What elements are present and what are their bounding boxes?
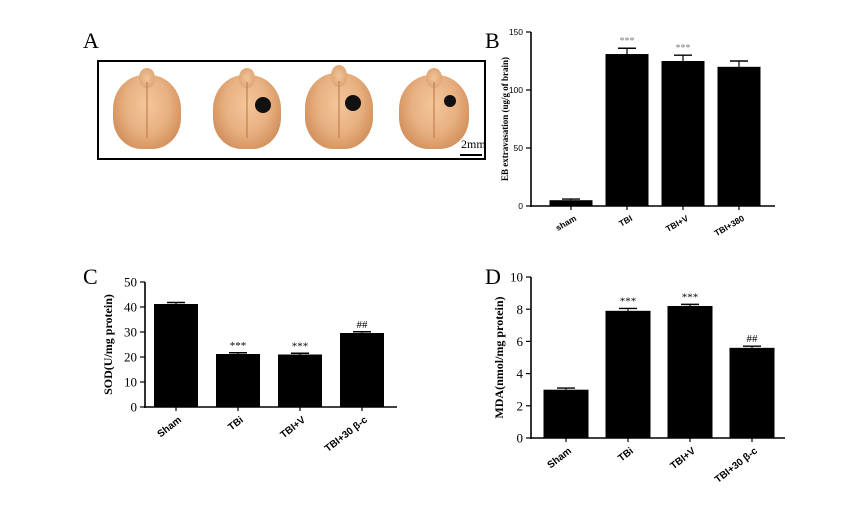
- injury-spot-icon: [345, 95, 361, 111]
- chart-c-significance-label: ***: [292, 340, 309, 352]
- chart-c-bar: [154, 304, 198, 407]
- injury-spot-icon: [255, 97, 271, 113]
- chart-b-category-label: TBI: [617, 213, 634, 229]
- chart-d-bar: [543, 389, 589, 438]
- chart-c-y-axis-label: SOD(U/mg protein): [101, 294, 115, 395]
- chart-b-y-axis-label: EB extravasation (ug/g of brain): [500, 57, 510, 181]
- chart-d-y-tick-label: 6: [517, 334, 524, 349]
- chart-c-y-tick-label: 50: [124, 275, 137, 290]
- panel-letter-b: B: [485, 28, 500, 53]
- chart-d-bar: [605, 310, 651, 438]
- chart-b-category-label: sham: [554, 213, 579, 233]
- chart-d-category-label: TBI+V: [669, 445, 699, 471]
- chart-c-category-label: Sham: [156, 415, 184, 441]
- chart-c-y-tick-label: 20: [124, 350, 137, 365]
- chart-c-category-label: TBI+30 β-c: [323, 414, 370, 454]
- chart-c-y-tick-label: 30: [124, 325, 137, 340]
- chart-b-y-tick-label: 100: [509, 85, 523, 95]
- panel-letter-d: D: [485, 264, 501, 289]
- chart-d-bar: [667, 305, 713, 438]
- chart-b-y-tick-label: 150: [509, 27, 523, 37]
- chart-c-y-tick-label: 40: [124, 300, 137, 315]
- chart-d-significance-label: ##: [747, 333, 759, 345]
- chart-c-category-label: TBI+V: [279, 414, 309, 440]
- chart-b-bar: [717, 66, 761, 206]
- scale-bar: [460, 154, 482, 156]
- chart-c-significance-label: ##: [357, 319, 369, 331]
- chart-d-y-axis-label: MDA(nmol/mg protein): [492, 296, 506, 418]
- brain-image-tbi-v: [305, 65, 373, 149]
- chart-d-y-tick-label: 4: [517, 366, 524, 381]
- chart-d-category-label: Sham: [546, 446, 574, 472]
- panel-letter-a: A: [83, 28, 99, 53]
- panel-letter-c: C: [83, 264, 98, 289]
- chart-d-y-tick-label: 8: [517, 302, 524, 317]
- brain-image-tbi-380: [399, 67, 469, 149]
- brain-photo-panel: [97, 60, 486, 160]
- chart-b-bar: [605, 54, 649, 206]
- injury-spot-icon: [444, 95, 456, 107]
- chart-b-bar: [549, 200, 593, 206]
- chart-d-y-tick-label: 2: [517, 398, 524, 413]
- chart-d-y-tick-label: 10: [510, 270, 523, 285]
- chart-d-category-label: TBi: [616, 446, 636, 465]
- chart-d-category-label: TBI+30 β-c: [713, 445, 760, 485]
- chart-b-category-label: TBI+380: [713, 213, 747, 238]
- brain-image-sham: [113, 67, 181, 149]
- chart-b-bar: [661, 61, 705, 206]
- chart-d-bar: [729, 347, 775, 438]
- chart-b-significance-label: ***: [676, 43, 691, 54]
- chart-c-category-label: TBi: [226, 415, 246, 434]
- chart-d-significance-label: ***: [620, 295, 637, 307]
- chart-b-category-label: TBI+V: [664, 213, 690, 234]
- chart-c-bar: [340, 333, 384, 407]
- chart-d-y-tick-label: 0: [517, 431, 524, 446]
- chart-d-significance-label: ***: [682, 291, 699, 303]
- chart-b-y-tick-label: 0: [518, 201, 523, 211]
- scale-bar-label: 2mm: [461, 137, 486, 151]
- chart-b-y-tick-label: 50: [514, 143, 524, 153]
- chart-c-significance-label: ***: [230, 340, 247, 352]
- chart-c-y-tick-label: 0: [131, 400, 138, 415]
- chart-c-bar: [216, 354, 260, 407]
- brain-image-tbi: [213, 67, 281, 149]
- chart-c-y-tick-label: 10: [124, 375, 137, 390]
- chart-b-significance-label: ***: [620, 36, 635, 47]
- chart-c-bar: [278, 354, 322, 407]
